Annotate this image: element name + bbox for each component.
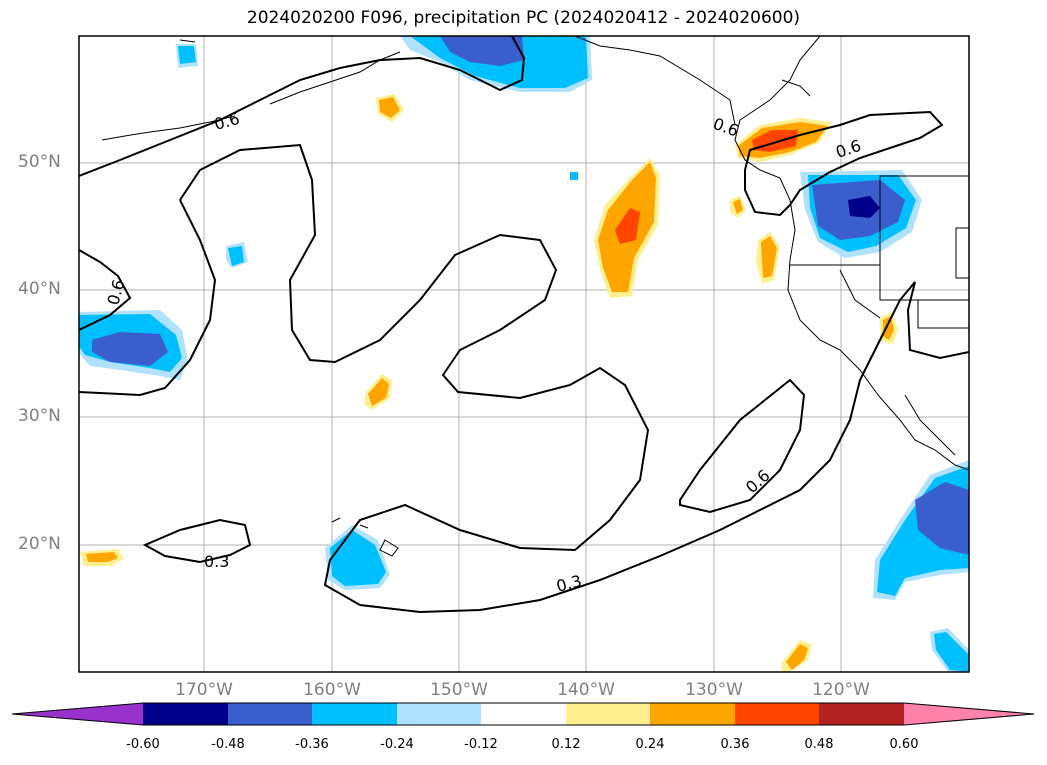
positive-precip-anomalies	[80, 94, 898, 672]
contour-label: 0.3	[204, 552, 229, 571]
colorbar-segment	[735, 703, 819, 725]
colorbar-tick-label: -0.12	[464, 737, 498, 752]
lat-tick-label: 20°N	[18, 534, 61, 554]
colorbar-tick-label: -0.48	[211, 737, 245, 752]
colorbar-segment	[481, 703, 566, 725]
colorbar-segment	[143, 703, 228, 725]
negative-precip-anomalies	[79, 36, 969, 672]
map-title: 2024020200 F096, precipitation PC (20240…	[246, 8, 801, 28]
contour-lines	[79, 36, 969, 614]
gridlines	[79, 36, 969, 672]
colorbar-segment	[819, 703, 904, 725]
colorbar	[11, 702, 1035, 726]
colorbar-tick-label: -0.24	[380, 737, 414, 752]
colorbar-tick-label: 0.36	[720, 737, 750, 752]
colorbar-tick-label: -0.36	[295, 737, 329, 752]
colorbar-tick-label: 0.12	[551, 737, 581, 752]
colorbar-segment	[566, 703, 650, 725]
colorbar-tick-label: -0.60	[126, 737, 160, 752]
colorbar-extend-low	[12, 703, 143, 725]
plot-area	[79, 36, 969, 672]
colorbar-tick-label: 0.24	[635, 737, 665, 752]
lon-tick-label: 140°W	[557, 680, 615, 700]
lon-tick-label: 160°W	[303, 680, 361, 700]
colorbar-outline	[11, 702, 1035, 726]
colorbar-tick-label: 0.48	[804, 737, 834, 752]
plot-frame	[78, 35, 970, 673]
lon-tick-label: 130°W	[685, 680, 743, 700]
lon-tick-label: 170°W	[175, 680, 233, 700]
colorbar-tick-label: 0.60	[889, 737, 919, 752]
colorbar-extend-high	[904, 703, 1034, 725]
lon-tick-label: 120°W	[812, 680, 870, 700]
coastlines	[101, 36, 969, 557]
colorbar-segment	[228, 703, 312, 725]
lon-tick-label: 150°W	[430, 680, 488, 700]
lat-tick-label: 40°N	[18, 279, 61, 299]
colorbar-segment	[397, 703, 481, 725]
lat-tick-label: 30°N	[18, 406, 61, 426]
colorbar-segment	[312, 703, 397, 725]
colorbar-segment	[650, 703, 735, 725]
lat-tick-label: 50°N	[18, 152, 61, 172]
